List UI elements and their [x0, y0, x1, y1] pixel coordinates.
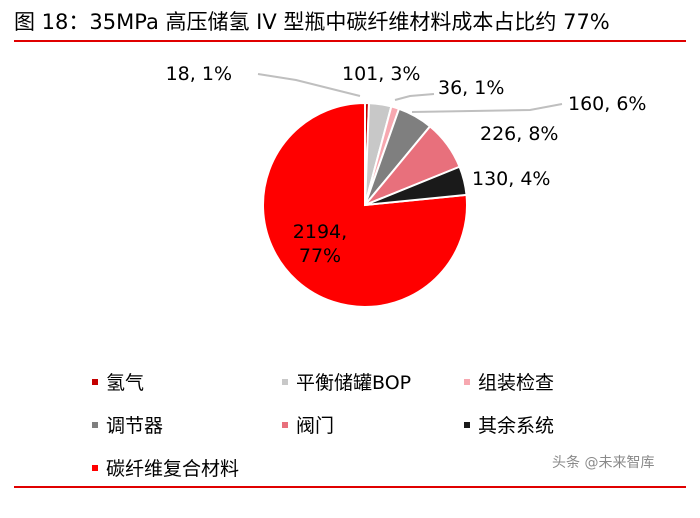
leader-line-1: [257, 73, 361, 97]
legend-item: 碳纤维复合材料: [92, 454, 239, 481]
legend-item: 调节器: [92, 411, 163, 438]
legend-label: 碳纤维复合材料: [106, 458, 240, 480]
data-label-6: 130, 4%: [472, 168, 551, 190]
data-label-1: 18, 1%: [166, 63, 232, 85]
data-label-2: 101, 3%: [342, 63, 421, 85]
legend-label: 组装检查: [478, 372, 555, 394]
data-label-0: 2194, 77%: [293, 221, 347, 267]
legend-swatch: [282, 378, 288, 385]
legend-swatch: [464, 378, 470, 385]
legend-item: 组装检查: [464, 368, 554, 395]
data-label-5: 226, 8%: [480, 123, 559, 145]
pie-slice-6: [364, 165, 468, 206]
watermark: 头条 @未来智库: [552, 455, 655, 471]
chart-title: 图 18：35MPa 高压储氢 IV 型瓶中碳纤维材料成本占比约 77%: [14, 10, 610, 34]
footer-rule: [14, 486, 686, 488]
legend-label: 阀门: [296, 415, 335, 437]
legend-item: 阀门: [282, 411, 334, 438]
legend-item: 氢气: [92, 368, 144, 395]
title-rule: [14, 40, 686, 42]
legend-label: 调节器: [106, 415, 164, 437]
legend-swatch: [92, 421, 98, 428]
data-label-4: 160, 6%: [568, 93, 647, 115]
legend-label: 平衡储罐BOP: [296, 372, 412, 394]
legend-swatch: [464, 421, 470, 428]
pie-slice-0: [262, 101, 468, 308]
legend-item: 平衡储罐BOP: [282, 368, 411, 395]
legend-label: 氢气: [106, 372, 145, 394]
legend-item: 其余系统: [464, 411, 554, 438]
leader-line-3: [394, 93, 435, 101]
legend-swatch: [92, 464, 98, 471]
legend-swatch: [282, 421, 288, 428]
leader-line-4: [411, 103, 563, 113]
legend-swatch: [92, 378, 98, 385]
legend-label: 其余系统: [478, 415, 555, 437]
data-label-3: 36, 1%: [438, 77, 504, 99]
